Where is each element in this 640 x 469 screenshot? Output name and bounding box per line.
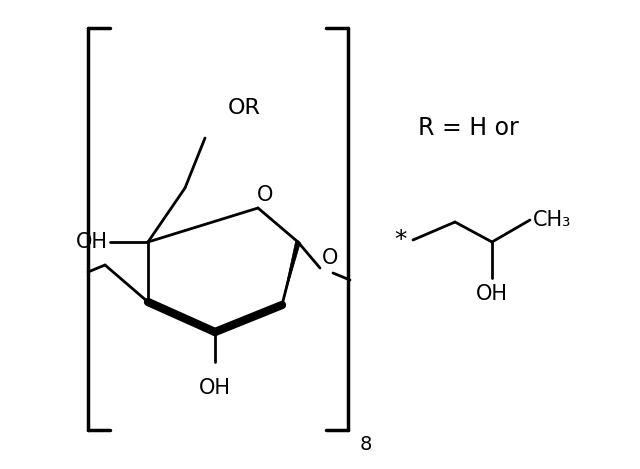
Text: O: O — [257, 185, 273, 205]
Text: OH: OH — [199, 378, 231, 398]
Polygon shape — [282, 242, 300, 305]
Text: OH: OH — [76, 232, 108, 252]
Text: *: * — [395, 228, 407, 252]
Text: O: O — [322, 248, 339, 268]
Text: CH₃: CH₃ — [533, 210, 572, 230]
Text: 8: 8 — [360, 435, 372, 454]
Text: OH: OH — [476, 284, 508, 304]
Text: R = H or: R = H or — [418, 116, 518, 140]
Text: OR: OR — [228, 98, 261, 118]
